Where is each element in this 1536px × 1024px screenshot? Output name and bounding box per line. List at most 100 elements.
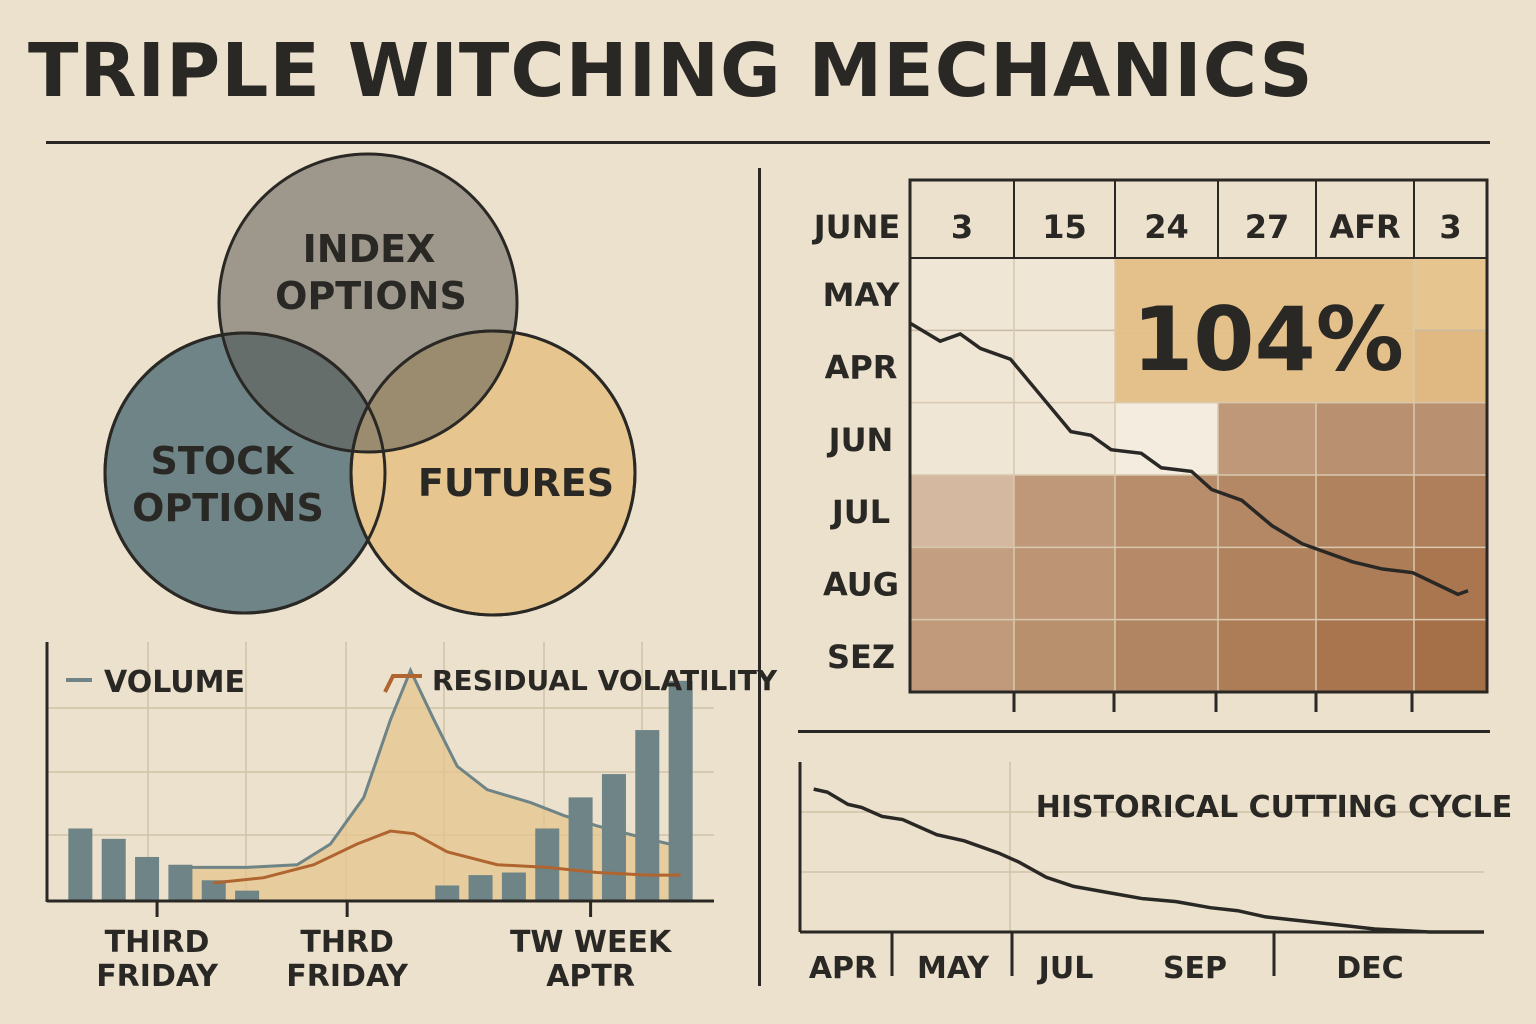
heatmap-cell	[1218, 547, 1316, 620]
volume-x-label: FRIDAY	[286, 959, 409, 994]
heatmap-cell	[1014, 475, 1115, 548]
heatmap-col-label: 24	[1144, 208, 1189, 246]
heatmap-cell	[1414, 258, 1487, 331]
volume-bar	[101, 838, 126, 901]
heatmap-row-label: JUL	[830, 493, 890, 531]
heatmap-cell	[910, 547, 1014, 620]
volume-bar	[535, 828, 560, 901]
heatmap-cell	[1218, 402, 1316, 475]
heatmap-cell	[1316, 258, 1414, 331]
cycle-x-labels: APR MAY JUL SEP DEC	[809, 932, 1404, 986]
heatmap-cell	[1414, 547, 1487, 620]
heatmap-gridlines	[908, 178, 1489, 694]
stock-options-label-2: OPTIONS	[132, 486, 324, 530]
volume-bar	[501, 872, 526, 901]
volume-bar	[601, 774, 626, 901]
heatmap-cell	[910, 258, 1014, 331]
volume-bar	[135, 856, 160, 901]
cycle-x-label: APR	[809, 951, 877, 986]
volume-x-label: THIRD	[105, 925, 210, 960]
heatmap-col-label: AFR	[1329, 208, 1400, 246]
volume-bars	[68, 680, 693, 901]
futures-outline	[349, 329, 637, 617]
volume-bar	[668, 680, 693, 901]
heatmap-row-label: APR	[825, 349, 898, 387]
heatmap-cell	[1115, 547, 1218, 620]
volume-bar	[235, 890, 260, 901]
heatmap-header-row	[910, 180, 1487, 258]
heatmap-cell	[910, 330, 1014, 403]
heatmap-cell	[910, 402, 1014, 475]
heatmap-cell	[1218, 258, 1316, 331]
heatmap-cell	[1115, 330, 1218, 403]
vertical-divider	[758, 168, 761, 986]
heatmap-cell	[1316, 619, 1414, 692]
heatmap-cell	[1218, 475, 1316, 548]
volume-bar	[168, 864, 193, 901]
heatmap-cell	[1414, 330, 1487, 403]
heatmap-col-label: 15	[1042, 208, 1087, 246]
heatmap-cell	[1316, 475, 1414, 548]
heatmap-col-label: 3	[1439, 208, 1461, 246]
residual-volatility-line	[213, 829, 681, 885]
heatmap-cell	[1014, 547, 1115, 620]
volume-line	[180, 666, 681, 869]
volume-bar	[568, 797, 593, 901]
heatmap-cell	[1316, 330, 1414, 403]
heatmap-bottom-ticks	[1012, 692, 1414, 712]
heatmap-row-label: SEZ	[827, 638, 895, 676]
cycle-x-label: MAY	[917, 951, 990, 986]
heatmap-col-labels: 3 15 24 27 AFR 3	[951, 208, 1462, 246]
volume-x-label: THRD	[300, 925, 394, 960]
volume-bar	[201, 880, 226, 901]
heatmap-row-label: MAY	[823, 276, 901, 314]
heatmap-cell	[910, 475, 1014, 548]
stock-options-outline	[103, 331, 387, 615]
heatmap-row-labels: MAY APR JUN JUL AUG SEZ	[823, 276, 901, 676]
heatmap-col-label: 27	[1245, 208, 1290, 246]
heatmap-row-label: JUN	[827, 421, 894, 459]
heatmap-cell	[1218, 619, 1316, 692]
heatmap-cell	[1115, 475, 1218, 548]
heatmap-cell	[910, 619, 1014, 692]
futures-label: FUTURES	[418, 461, 614, 505]
page-title: TRIPLE WITCHING MECHANICS	[28, 28, 1314, 114]
heatmap-cell	[1115, 402, 1218, 475]
heatmap-cell	[1115, 258, 1218, 331]
cycle-line	[813, 787, 1484, 934]
heatmap-col-label: 3	[951, 208, 973, 246]
heatmap-cell	[1014, 330, 1115, 403]
volume-x-label: APTR	[546, 959, 635, 994]
heatmap-row-label: AUG	[823, 566, 899, 604]
index-options-circle	[217, 152, 519, 454]
heatmap-cell	[1316, 402, 1414, 475]
residual-legend-swatch	[383, 674, 422, 693]
heatmap-border	[908, 178, 1489, 694]
heatmap-cells	[910, 180, 1487, 692]
heatmap-trend-line	[909, 321, 1469, 597]
volume-x-label: TW WEEK	[510, 925, 673, 960]
index-options-label-2: OPTIONS	[275, 274, 467, 318]
heatmap-cell	[1414, 619, 1487, 692]
heatmap-cell	[1414, 475, 1487, 548]
heatmap-cell	[1316, 547, 1414, 620]
cycle-grid	[800, 762, 1484, 932]
heatmap-highlight-value: 104%	[1132, 288, 1404, 391]
heatmap-cell	[1115, 619, 1218, 692]
volume-bar	[468, 875, 493, 901]
volume-bar	[635, 730, 660, 901]
volume-legend-label: VOLUME	[104, 665, 245, 700]
heatmap-cell	[1218, 330, 1316, 403]
heatmap-cell	[1014, 258, 1115, 331]
heatmap-cell	[1014, 619, 1115, 692]
heatmap-row-header: JUNE	[812, 208, 901, 246]
right-divider	[798, 730, 1490, 733]
cycle-x-label: JUL	[1037, 951, 1094, 986]
cycle-title: HISTORICAL CUTTING CYCLE	[1036, 790, 1513, 825]
stock-options-label-1: STOCK	[151, 439, 295, 483]
title-divider	[46, 141, 1490, 144]
heatmap-cell	[1414, 402, 1487, 475]
